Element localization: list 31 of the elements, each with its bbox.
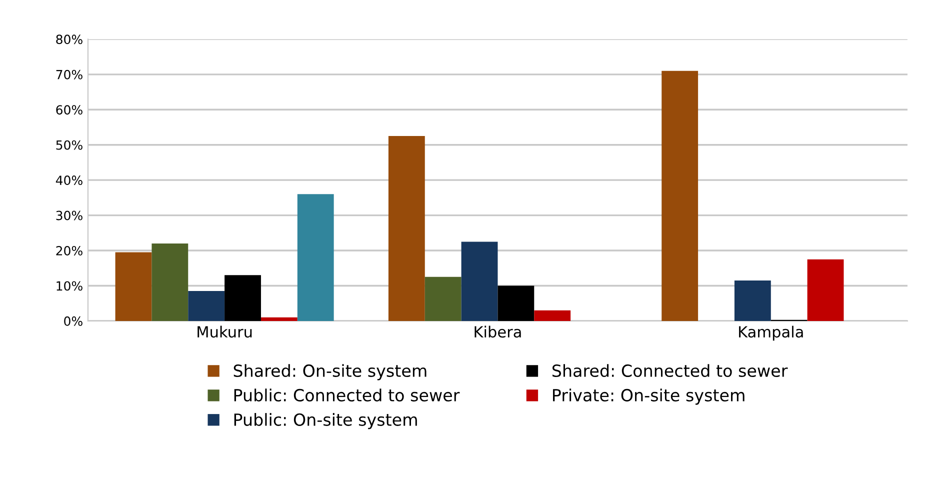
bar <box>152 243 188 321</box>
bar <box>807 259 844 321</box>
y-tick-label: 0% <box>64 316 82 326</box>
bar <box>188 291 225 321</box>
x-tick-label: Kampala <box>739 326 803 341</box>
bar <box>260 317 298 321</box>
bar <box>388 136 425 321</box>
legend-label: Shared: On-site system <box>234 364 426 380</box>
legend-label: Public: On-site system <box>234 413 417 430</box>
y-tick-label: 20% <box>56 246 82 256</box>
y-tick-label: 30% <box>56 210 82 220</box>
y-tick-label: 70% <box>56 70 82 80</box>
y-tick-label: 10% <box>56 281 82 291</box>
x-tick-label: Kibera <box>474 326 521 338</box>
bar <box>461 242 498 321</box>
legend-label: Shared: Connected to sewer <box>552 364 788 378</box>
bar <box>424 276 462 321</box>
x-tick-label: Mukuru <box>198 326 252 338</box>
y-tick-label: 40% <box>56 176 82 185</box>
bar <box>534 310 571 321</box>
y-tick-label: 50% <box>56 140 82 150</box>
bar <box>662 70 698 321</box>
legend-label: Private: On-site system <box>553 388 744 405</box>
bar <box>498 286 534 321</box>
y-tick-label: 80% <box>56 34 82 44</box>
bar <box>734 280 771 321</box>
legend-label: Public: Connected to sewer <box>234 388 460 402</box>
y-tick-label: 60% <box>56 105 82 115</box>
bar <box>297 194 334 321</box>
bar <box>224 275 261 321</box>
bar <box>115 252 152 321</box>
